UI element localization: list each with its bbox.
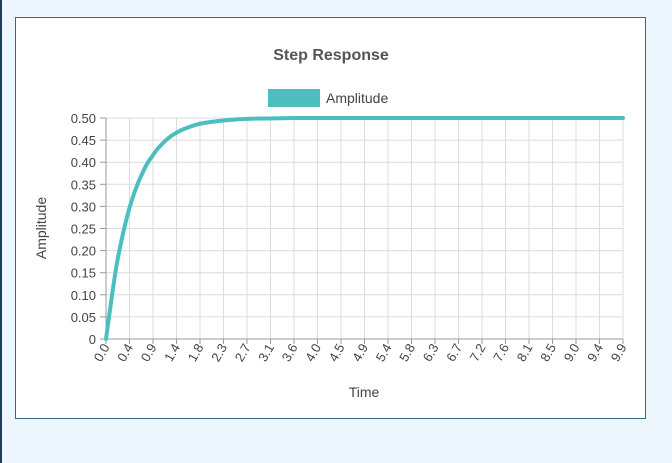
y-tick-label: 0.40 xyxy=(71,155,96,170)
y-tick-label: 0 xyxy=(89,332,96,347)
legend: Amplitude xyxy=(268,89,388,107)
x-tick-label: 7.2 xyxy=(467,341,489,364)
x-tick-label: 5.4 xyxy=(373,341,395,364)
x-tick-label: 0.9 xyxy=(138,341,160,364)
left-border xyxy=(0,0,2,463)
axes xyxy=(100,117,624,344)
x-tick-label: 7.6 xyxy=(490,341,512,364)
x-tick-labels: 0.0 0.4 0.9 1.4 1.8 2.3 2.7 3.1 3.6 4.0 4.5 4.9 5.4 5… xyxy=(91,341,630,364)
legend-label: Amplitude xyxy=(326,90,388,106)
x-tick-label: 1.8 xyxy=(185,341,207,364)
y-tick-labels: 0 0.05 0.10 0.15 0.20 0.25 0.30 0.35 0.40 0.45 0.5… xyxy=(71,111,96,347)
y-tick-label: 0.15 xyxy=(71,266,96,281)
chart-title: Step Response xyxy=(273,47,389,64)
x-axis-label: Time xyxy=(349,384,380,400)
chart-card xyxy=(15,17,646,419)
y-tick-label: 0.10 xyxy=(71,288,96,303)
x-tick-label: 2.7 xyxy=(232,341,254,364)
y-tick-label: 0.50 xyxy=(71,111,96,126)
y-tick-label: 0.30 xyxy=(71,199,96,214)
x-tick-label: 8.5 xyxy=(537,341,559,364)
y-tick-label: 0.45 xyxy=(71,133,96,148)
series-line-amplitude xyxy=(104,115,625,341)
y-tick-label: 0.20 xyxy=(71,244,96,259)
x-tick-label: 1.4 xyxy=(161,341,183,364)
y-tick-label: 0.35 xyxy=(71,177,96,192)
x-tick-label: 6.7 xyxy=(443,341,465,364)
legend-swatch xyxy=(268,89,320,107)
x-tick-label: 9.9 xyxy=(608,341,630,364)
x-tick-label: 2.3 xyxy=(208,341,230,364)
y-tick-label: 0.25 xyxy=(71,222,96,237)
y-tick-label: 0.05 xyxy=(71,310,96,325)
x-tick-label: 3.6 xyxy=(279,341,301,364)
x-tick-label: 4.0 xyxy=(302,341,324,364)
x-tick-label: 6.3 xyxy=(420,341,442,364)
x-tick-label: 4.9 xyxy=(349,341,371,364)
x-tick-label: 8.1 xyxy=(514,341,536,364)
x-tick-label: 0.4 xyxy=(114,341,136,364)
x-tick-label: 9.0 xyxy=(561,341,583,364)
x-tick-label: 4.5 xyxy=(326,341,348,364)
x-tick-label: 9.4 xyxy=(584,341,606,364)
x-tick-label: 5.8 xyxy=(396,341,418,364)
grid xyxy=(105,117,624,340)
series-layer xyxy=(104,115,625,341)
y-axis-label: Amplitude xyxy=(33,197,49,259)
x-tick-label: 3.1 xyxy=(255,341,277,364)
